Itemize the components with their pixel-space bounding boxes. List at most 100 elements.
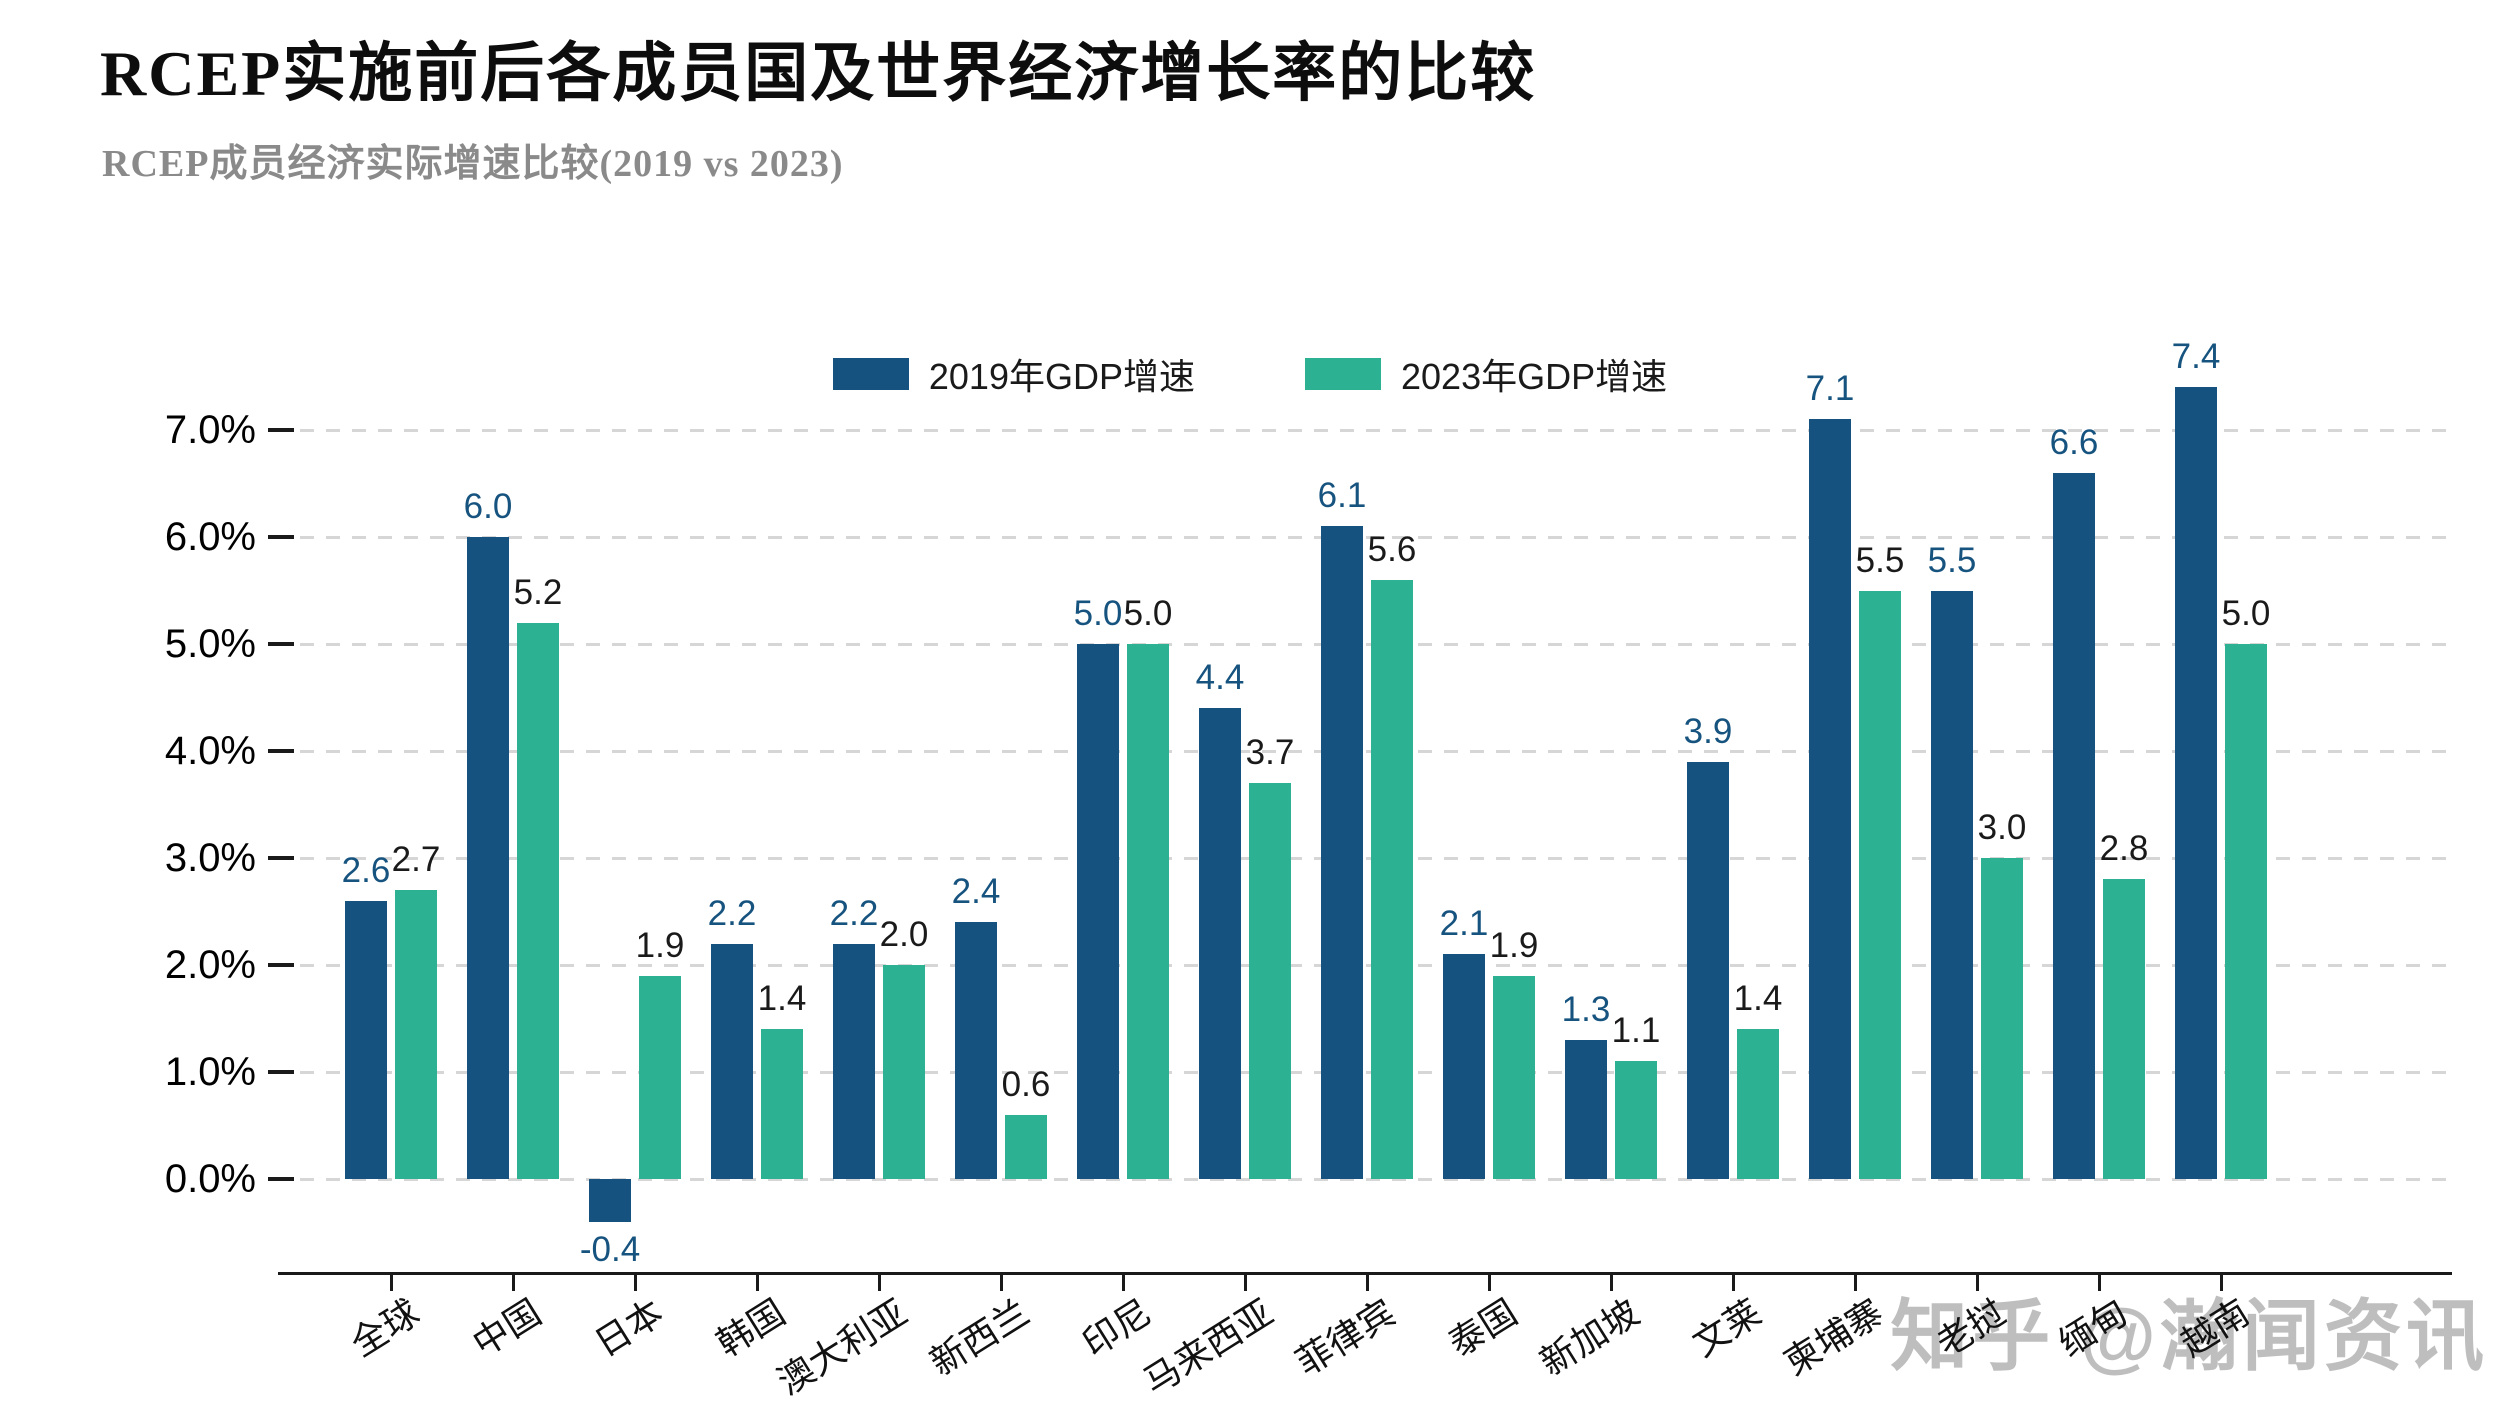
bar-value-日本-2019年GDP增速: -0.4	[579, 1229, 641, 1269]
y-tick-label-0.0%: 0.0%	[164, 1157, 256, 1201]
bar-老挝-2023年GDP增速	[1981, 858, 2023, 1179]
bar-value-新西兰-2023年GDP增速: 0.6	[1001, 1064, 1051, 1104]
bar-柬埔寨-2023年GDP增速	[1859, 590, 1901, 1179]
bar-越南-2023年GDP增速	[2225, 644, 2267, 1179]
y-tick-4.0%	[268, 749, 294, 753]
y-tick-3.0%	[268, 856, 294, 860]
bar-中国-2019年GDP增速	[467, 537, 509, 1179]
bar-中国-2023年GDP增速	[517, 622, 559, 1179]
x-axis-line	[278, 1272, 2452, 1275]
bar-value-泰国-2023年GDP增速: 1.9	[1489, 925, 1539, 965]
bar-value-澳大利亚-2019年GDP增速: 2.2	[829, 893, 879, 933]
y-tick-0.0%	[268, 1177, 294, 1181]
bar-缅甸-2023年GDP增速	[2103, 879, 2145, 1179]
y-tick-5.0%	[268, 642, 294, 646]
bar-value-文莱-2023年GDP增速: 1.4	[1733, 979, 1783, 1019]
x-tick-日本	[634, 1275, 637, 1291]
bar-value-中国-2019年GDP增速: 6.0	[463, 487, 513, 526]
bar-印尼-2023年GDP增速	[1127, 644, 1169, 1179]
bar-value-新加坡-2019年GDP增速: 1.3	[1561, 989, 1611, 1029]
legend-label-2023: 2023年GDP增速	[1401, 356, 1668, 397]
x-tick-澳大利亚	[878, 1275, 881, 1291]
x-tick-全球	[390, 1275, 393, 1291]
bar-新西兰-2019年GDP增速	[955, 922, 997, 1179]
legend-swatch-2023	[1305, 358, 1381, 390]
x-tick-印尼	[1122, 1275, 1125, 1291]
x-tick-泰国	[1488, 1275, 1491, 1291]
bar-菲律宾-2019年GDP增速	[1321, 526, 1363, 1179]
bar-value-柬埔寨-2019年GDP增速: 7.1	[1805, 369, 1855, 409]
bar-value-老挝-2019年GDP增速: 5.5	[1927, 540, 1977, 580]
page-title: RCEP实施前后各成员国及世界经济增长率的比较	[100, 38, 1537, 109]
y-tick-label-3.0%: 3.0%	[164, 836, 256, 880]
bar-全球-2019年GDP增速	[345, 900, 387, 1179]
bar-value-马来西亚-2023年GDP增速: 3.7	[1245, 733, 1295, 773]
bar-value-老挝-2023年GDP增速: 3.0	[1977, 808, 2027, 847]
bar-value-印尼-2023年GDP增速: 5.0	[1123, 594, 1173, 633]
x-tick-文莱	[1732, 1275, 1735, 1291]
x-tick-柬埔寨	[1854, 1275, 1857, 1291]
y-tick-7.0%	[268, 428, 294, 432]
bar-泰国-2019年GDP增速	[1443, 954, 1485, 1179]
bar-value-文莱-2019年GDP增速: 3.9	[1683, 711, 1733, 751]
bar-日本-2019年GDP增速	[589, 1179, 631, 1222]
y-tick-label-5.0%: 5.0%	[164, 622, 256, 666]
bar-value-缅甸-2023年GDP增速: 2.8	[2099, 829, 2149, 869]
x-tick-韩国	[756, 1275, 759, 1291]
legend-label-2019: 2019年GDP增速	[928, 356, 1195, 397]
gridline-6.0%	[300, 536, 2452, 539]
bar-马来西亚-2023年GDP增速	[1249, 783, 1291, 1179]
gridline-0.0%	[300, 1178, 2452, 1181]
bar-value-韩国-2023年GDP增速: 1.4	[757, 979, 807, 1019]
chart-subtitle: RCEP成员经济实际增速比较(2019 vs 2023)	[102, 143, 844, 185]
legend-item-2019: 2019年GDP增速	[832, 348, 1195, 400]
bar-value-韩国-2019年GDP增速: 2.2	[707, 893, 757, 933]
gridline-7.0%	[300, 429, 2452, 432]
bar-印尼-2019年GDP增速	[1077, 644, 1119, 1179]
x-tick-越南	[2220, 1275, 2223, 1291]
x-tick-老挝	[1976, 1275, 1979, 1291]
bar-value-印尼-2019年GDP增速: 5.0	[1073, 594, 1123, 633]
x-tick-马来西亚	[1244, 1275, 1247, 1291]
bar-value-中国-2023年GDP增速: 5.2	[513, 572, 563, 612]
bar-value-柬埔寨-2023年GDP增速: 5.5	[1855, 540, 1905, 580]
y-tick-6.0%	[268, 535, 294, 539]
bar-菲律宾-2023年GDP增速	[1371, 579, 1413, 1179]
bar-value-全球-2023年GDP增速: 2.7	[391, 840, 441, 880]
y-tick-2.0%	[268, 963, 294, 967]
y-tick-label-2.0%: 2.0%	[164, 943, 256, 987]
bar-value-菲律宾-2019年GDP增速: 6.1	[1317, 476, 1367, 516]
x-tick-缅甸	[2098, 1275, 2101, 1291]
bar-缅甸-2019年GDP增速	[2053, 472, 2095, 1179]
watermark-text: 知乎 @瀚闻资讯	[1890, 1292, 2488, 1380]
x-tick-中国	[512, 1275, 515, 1291]
bar-value-菲律宾-2023年GDP增速: 5.6	[1367, 529, 1417, 569]
bar-澳大利亚-2023年GDP增速	[883, 965, 925, 1179]
legend: 2019年GDP增速 2023年GDP增速	[0, 348, 2500, 400]
bar-value-全球-2019年GDP增速: 2.6	[341, 850, 391, 890]
bar-马来西亚-2019年GDP增速	[1199, 708, 1241, 1179]
bar-越南-2019年GDP增速	[2175, 387, 2217, 1179]
x-tick-菲律宾	[1366, 1275, 1369, 1291]
bar-新加坡-2023年GDP增速	[1615, 1061, 1657, 1179]
bar-泰国-2023年GDP增速	[1493, 975, 1535, 1179]
bar-value-新西兰-2019年GDP增速: 2.4	[951, 872, 1001, 912]
bar-value-新加坡-2023年GDP增速: 1.1	[1611, 1011, 1661, 1051]
bar-老挝-2019年GDP增速	[1931, 590, 1973, 1179]
legend-item-2023: 2023年GDP增速	[1305, 348, 1667, 400]
watermark: 知乎 @瀚闻资讯	[1890, 1274, 2488, 1386]
bar-澳大利亚-2019年GDP增速	[833, 943, 875, 1179]
bar-韩国-2019年GDP增速	[711, 943, 753, 1179]
bar-value-日本-2023年GDP增速: 1.9	[635, 925, 685, 965]
bar-value-马来西亚-2019年GDP增速: 4.4	[1195, 658, 1245, 698]
bar-value-泰国-2019年GDP增速: 2.1	[1439, 904, 1489, 944]
bar-value-澳大利亚-2023年GDP增速: 2.0	[879, 915, 929, 954]
bar-文莱-2023年GDP增速	[1737, 1029, 1779, 1179]
y-tick-label-7.0%: 7.0%	[164, 408, 256, 452]
bar-柬埔寨-2019年GDP增速	[1809, 419, 1851, 1179]
bar-全球-2023年GDP增速	[395, 890, 437, 1179]
bar-韩国-2023年GDP增速	[761, 1029, 803, 1179]
legend-swatch-2019	[832, 358, 909, 390]
